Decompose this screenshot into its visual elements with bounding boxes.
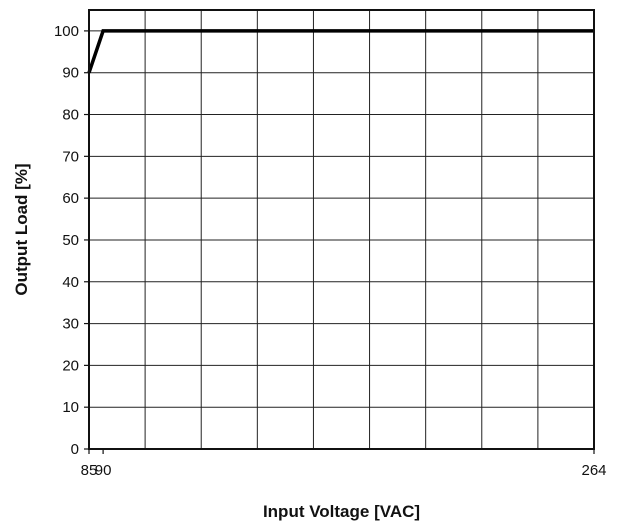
y-tick-label: 10	[62, 399, 79, 416]
y-tick-label: 50	[62, 232, 79, 249]
y-tick-label: 60	[62, 190, 79, 207]
y-axis-title: Output Load [%]	[12, 163, 31, 295]
y-tick-label: 40	[62, 274, 79, 291]
y-tick-label: 30	[62, 316, 79, 333]
x-tick-label: 264	[581, 462, 606, 479]
x-tick-label: 85	[81, 462, 98, 479]
grid-layer	[89, 10, 594, 449]
y-tick-label: 20	[62, 357, 79, 374]
x-axis-title: Input Voltage [VAC]	[263, 502, 420, 521]
series-line	[87, 29, 594, 74]
y-tick-label: 0	[71, 441, 79, 458]
y-tick-label: 100	[54, 23, 79, 40]
plot-frame	[88, 9, 595, 450]
series-layer	[87, 29, 594, 74]
y-tick-label: 70	[62, 148, 79, 165]
x-tick-label: 90	[95, 462, 112, 479]
y-tick-label: 90	[62, 65, 79, 82]
y-tick-label: 80	[62, 107, 79, 124]
